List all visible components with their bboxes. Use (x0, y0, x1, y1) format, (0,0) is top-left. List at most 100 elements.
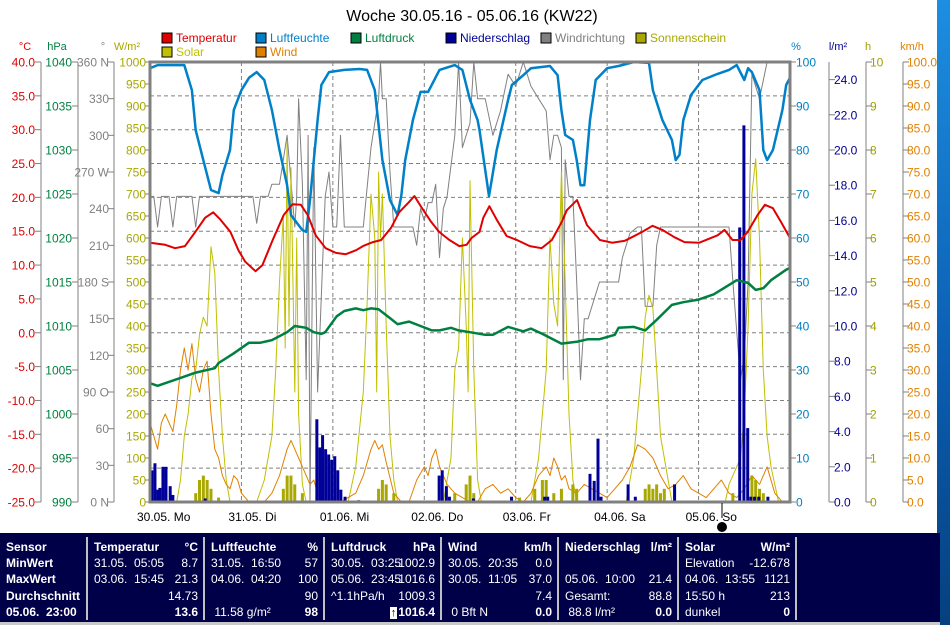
table-row: 31.05. 05:05 8.7 (94, 556, 198, 572)
table-row: Luftfeuchte% (211, 540, 318, 556)
axis-unit-humidity: % (791, 41, 801, 53)
table-row: 04.06. 04:20 100 (211, 572, 318, 588)
axis-tick-label-wind: 100.0 (907, 56, 937, 70)
cell-value-text: 8.7 (181, 556, 198, 570)
axis-tick-label-sunshine: 5 (870, 276, 877, 290)
legend-label-5: Sonnenschein (650, 31, 726, 45)
axis-tick-label-winddir: 120 (89, 349, 109, 363)
axis-tick-label-solar: 700 (126, 188, 146, 202)
axis-tick-label-temp: 10.0 (12, 259, 36, 273)
cell-label: 04.06. 04:20 (211, 572, 282, 587)
axis-tick-label-wind: 40.0 (907, 320, 931, 334)
bar-niederschlag (324, 449, 328, 502)
bar-niederschlag (471, 498, 475, 502)
axis-tick-label-wind: 50.0 (907, 276, 931, 290)
axis-tick-label-solar: 750 (126, 166, 146, 180)
axis-tick-label-wind: 25.0 (907, 386, 931, 400)
cell-label: Luftfeuchte (211, 540, 277, 554)
bar-niederschlag (444, 486, 448, 502)
axis-tick-label-rain: 24.0 (834, 73, 858, 87)
axis-tick-label-humidity: 0 (796, 496, 803, 510)
axis-tick-label-wind: 75.0 (907, 166, 931, 180)
axis-tick-label-solar: 650 (126, 210, 146, 224)
axis-tick-label-rain: 4.0 (834, 425, 851, 439)
legend-swatch-2 (350, 32, 362, 44)
axis-tick-label-winddir: 0 N (90, 496, 109, 510)
cell-value: 213 (770, 589, 790, 603)
axis-tick-label-solar: 900 (126, 100, 146, 114)
legend-label-2: Luftdruck (365, 31, 415, 45)
axis-tick-label-winddir: 360 N (77, 56, 109, 70)
bar-niederschlag (673, 484, 677, 502)
bar-sonnenschein (464, 484, 468, 502)
axis-tick-label-wind: 55.0 (907, 254, 931, 268)
bar-sonnenschein (761, 493, 765, 502)
axis-tick-label-solar: 0 (139, 496, 146, 510)
legend-label-7: Wind (270, 45, 297, 59)
cell-value: 37.0 (529, 572, 552, 586)
bar-sonnenschein (662, 488, 666, 502)
axis-tick-label-sunshine: 7 (870, 188, 877, 202)
axis-tick-label-wind: 80.0 (907, 144, 931, 158)
axis-tick-label-humidity: 90 (796, 100, 810, 114)
legend-swatch-3 (445, 32, 457, 44)
bar-sonnenschein (468, 475, 472, 502)
cell-value: 1016.6 (398, 572, 435, 586)
axis-tick-label-sunshine: 4 (870, 320, 877, 334)
cell-label: 0 Bft N (448, 604, 489, 619)
bar-sonnenschein (518, 497, 522, 502)
bar-sonnenschein (544, 480, 548, 502)
bar-sonnenschein (540, 480, 544, 502)
cell-value: 0 (783, 605, 790, 619)
axis-tick-label-sunshine: 2 (870, 408, 877, 422)
cell-label: 03.06. 15:45 (94, 572, 165, 587)
bar-niederschlag (440, 470, 444, 502)
bar-sonnenschein (300, 493, 304, 502)
table-row: Gesamt: 88.8 (565, 589, 672, 605)
cell-value-text: 1016.6 (398, 572, 435, 587)
cell-value-text: hPa (412, 540, 435, 554)
cell-label: 05.06. 23:45 (331, 572, 402, 587)
axis-tick-label-humidity: 70 (796, 188, 810, 202)
table-row: 90 (211, 589, 318, 605)
bar-niederschlag (633, 496, 637, 502)
cell-label: Sensor (6, 540, 47, 554)
cell-label: 30.05. 20:35 (448, 556, 519, 570)
bar-niederschlag (171, 494, 175, 502)
table-column-luftdruck: Luftdruck hPa 30.05. 03:25 1002.9 05.06. 23:… (325, 537, 442, 620)
table-row: 05.06. 10:00 21.4 (565, 572, 672, 588)
axis-tick-label-winddir: 30 (96, 459, 110, 473)
table-row: ^1.1hPa/h 1009.3 (331, 589, 435, 605)
axis-tick-label-humidity: 50 (796, 276, 810, 290)
axis-unit-rain: l/m² (829, 41, 848, 53)
cell-label: Gesamt: (565, 588, 611, 603)
bar-sonnenschein (533, 488, 537, 502)
bar-niederschlag (153, 463, 157, 502)
bar-sonnenschein (198, 480, 202, 502)
axis-tick-label-humidity: 40 (796, 320, 810, 334)
cell-label: 31.05. 05:05 (94, 556, 165, 570)
axis-tick-label-wind: 0.0 (907, 496, 924, 510)
axis-tick-label-pressure: 1015 (45, 276, 72, 290)
cell-label: ^1.1hPa/h (331, 588, 385, 603)
table-row: 88.8 l/m² 0.0 (565, 605, 672, 621)
table-row: Luftdruck hPa (331, 540, 435, 556)
axis-tick-label-solar: 100 (126, 452, 146, 466)
legend-swatch-5 (635, 32, 647, 44)
bar-niederschlag (599, 496, 603, 502)
bar-niederschlag (339, 489, 343, 502)
cell-value-text: 1002.9 (398, 556, 435, 570)
bar-niederschlag (546, 496, 550, 502)
cell-value-text: 1009.3 (398, 588, 435, 603)
bar-niederschlag (626, 484, 630, 502)
bar-niederschlag (343, 496, 347, 502)
axis-tick-label-temp: 25.0 (12, 157, 36, 171)
table-row: MaxWert (6, 572, 81, 588)
moon-phase-icon (717, 522, 727, 532)
table-empty-column (797, 537, 938, 620)
legend-label-0: Temperatur (176, 31, 237, 45)
cell-label: Elevation (685, 556, 735, 570)
axis-tick-label-sunshine: 8 (870, 144, 877, 158)
bar-niederschlag (150, 470, 154, 502)
axis-tick-label-humidity: 80 (796, 144, 810, 158)
